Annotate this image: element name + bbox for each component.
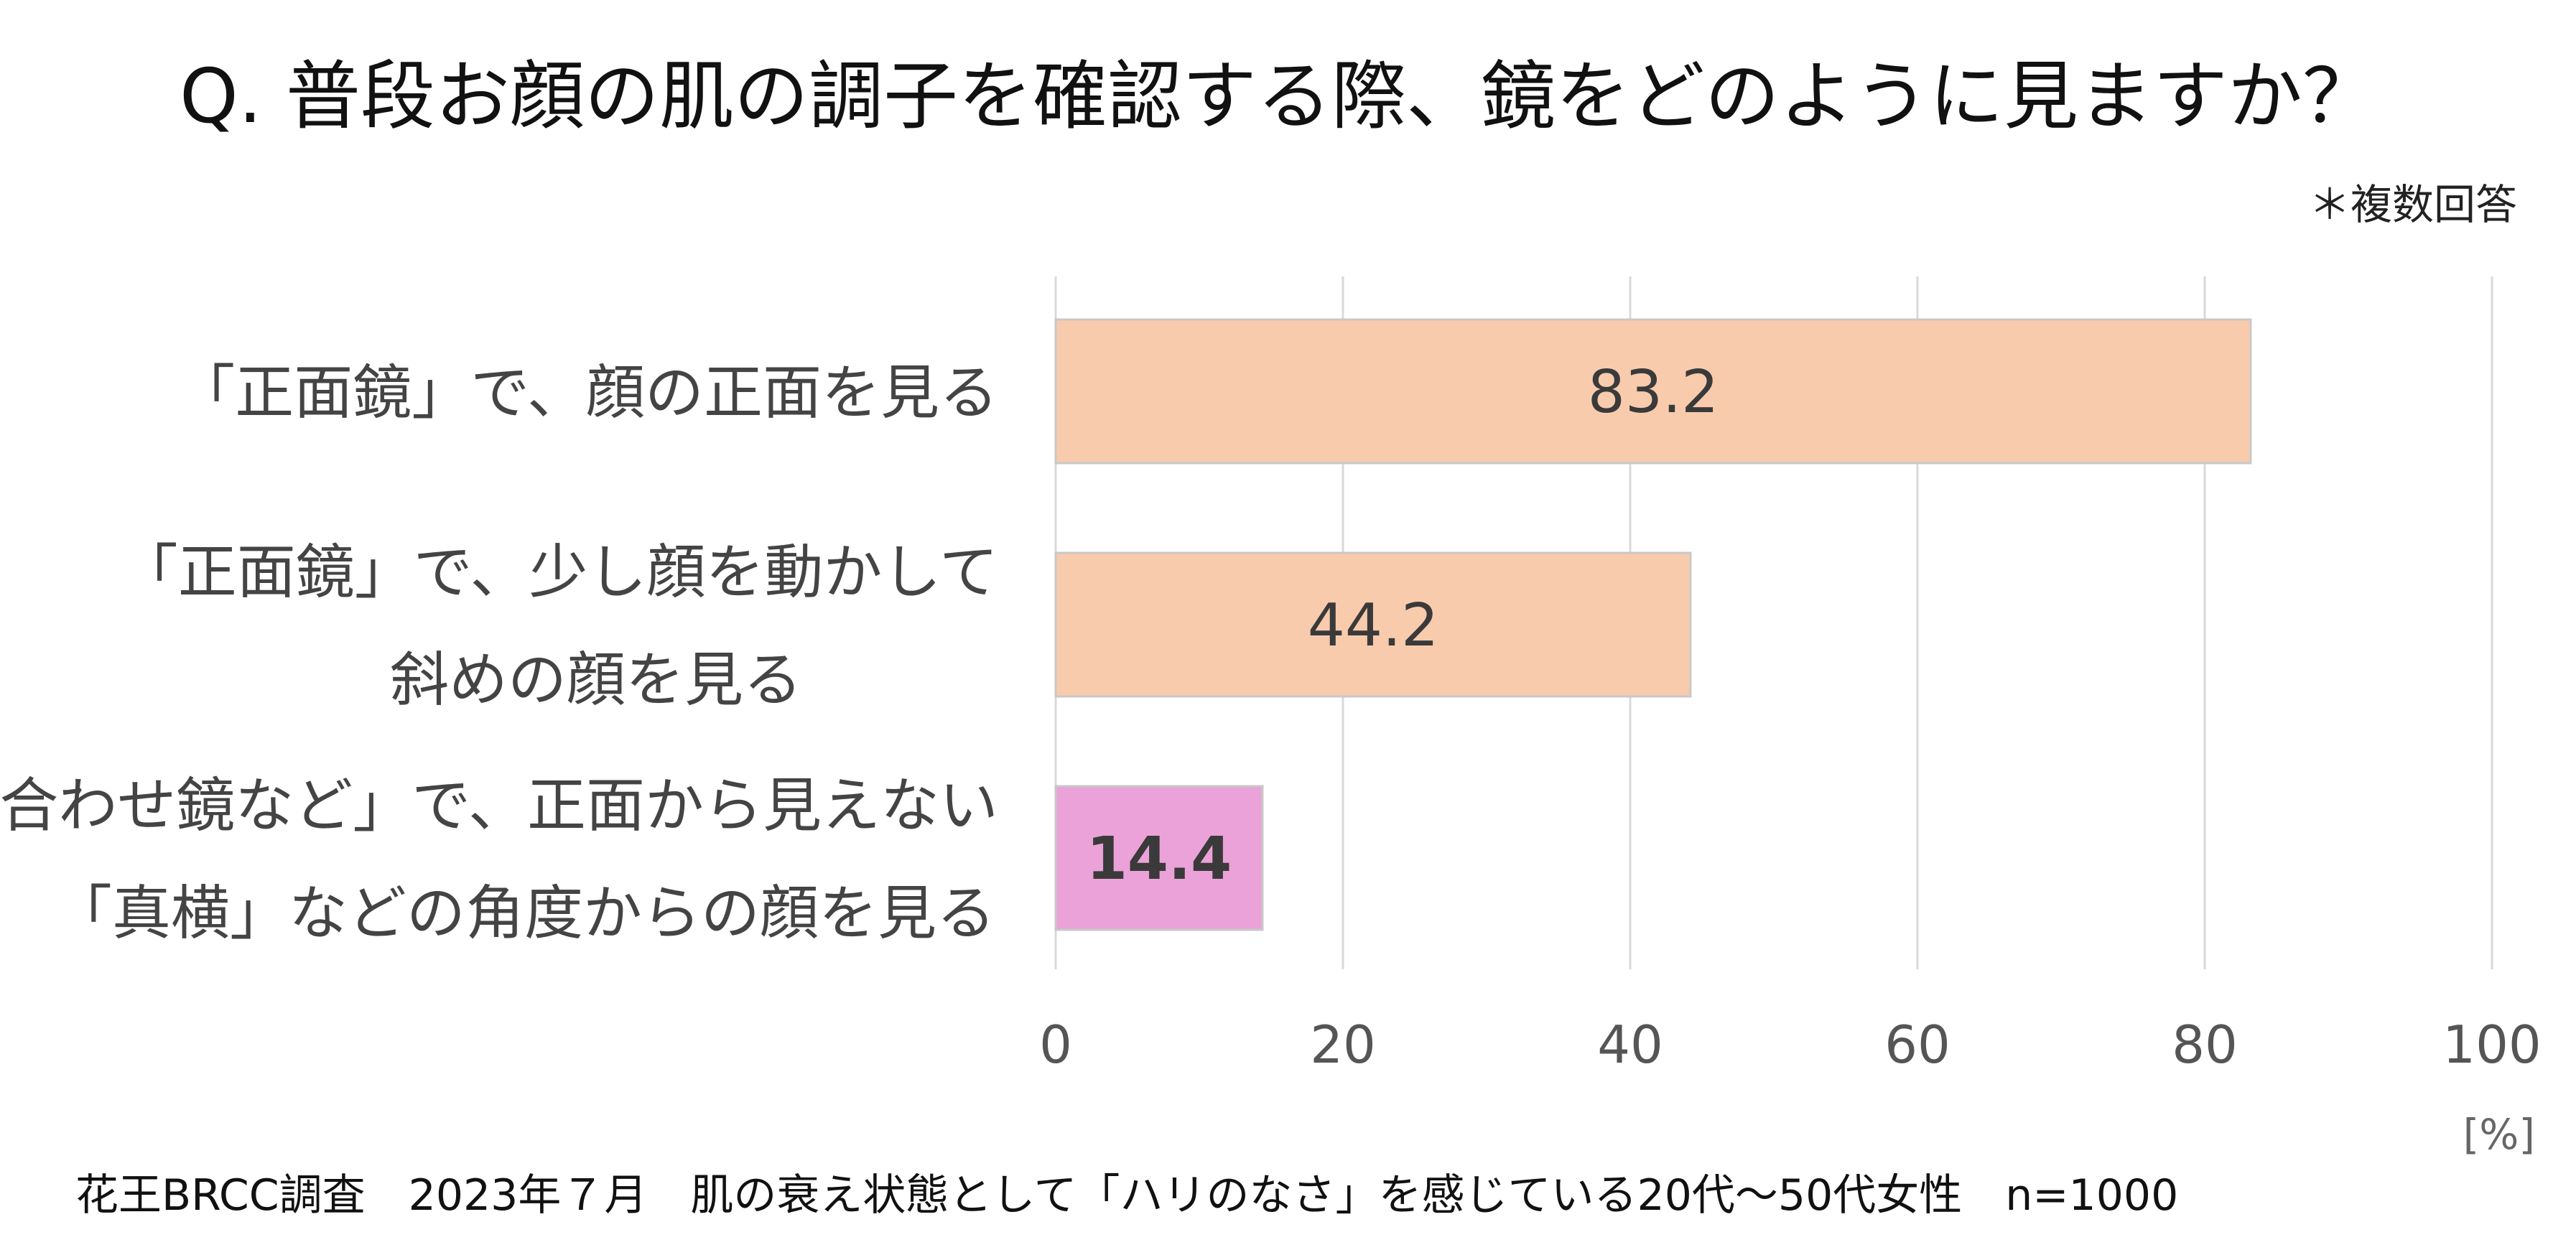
x-tick-label: 60 [1884,1015,1950,1075]
x-tick-label: 20 [1310,1015,1376,1075]
bars: 83.2 44.2 14.4 [1054,318,2252,931]
x-tick-label: 100 [2442,1015,2541,1075]
bar-3 [1054,785,1264,931]
bar-1 [1054,318,2252,465]
x-tick-label: 0 [1039,1015,1072,1075]
x-tick-label: 80 [2172,1015,2238,1075]
chart-title: Q. 普段お顔の肌の調子を確認する際、鏡をどのように見ますか？ [180,52,2377,140]
bar-value-label: 14.4 [1087,825,1232,893]
bar-2 [1054,551,1692,698]
category-labels: 「正面鏡」で、顔の正面を見る「正面鏡」で、少し顔を動かして斜めの顔を見る「合わせ… [0,359,998,948]
bar-value-label: 44.2 [1308,592,1439,660]
category-label: 「合わせ鏡など」で、正面から見えない [0,772,998,840]
source-note: 花王BRCC調査 2023年７月 肌の衰え状態として「ハリのなさ」を感じている2… [75,1170,2178,1221]
category-label: 「真横」などの角度からの顔を見る [53,880,995,948]
multiple-answer-note: ＊複数回答 [2309,180,2517,229]
x-axis-unit: [%] [2463,1110,2535,1159]
category-label: 「正面鏡」で、顔の正面を見る [176,359,998,427]
category-label: 斜めの顔を見る [390,646,802,714]
bar-value-label: 83.2 [1588,358,1719,426]
category-label: 「正面鏡」で、少し顔を動かして [119,538,998,607]
x-tick-label: 40 [1597,1015,1663,1075]
x-axis-ticks: 0 20 40 60 80 100 [1039,1015,2542,1075]
